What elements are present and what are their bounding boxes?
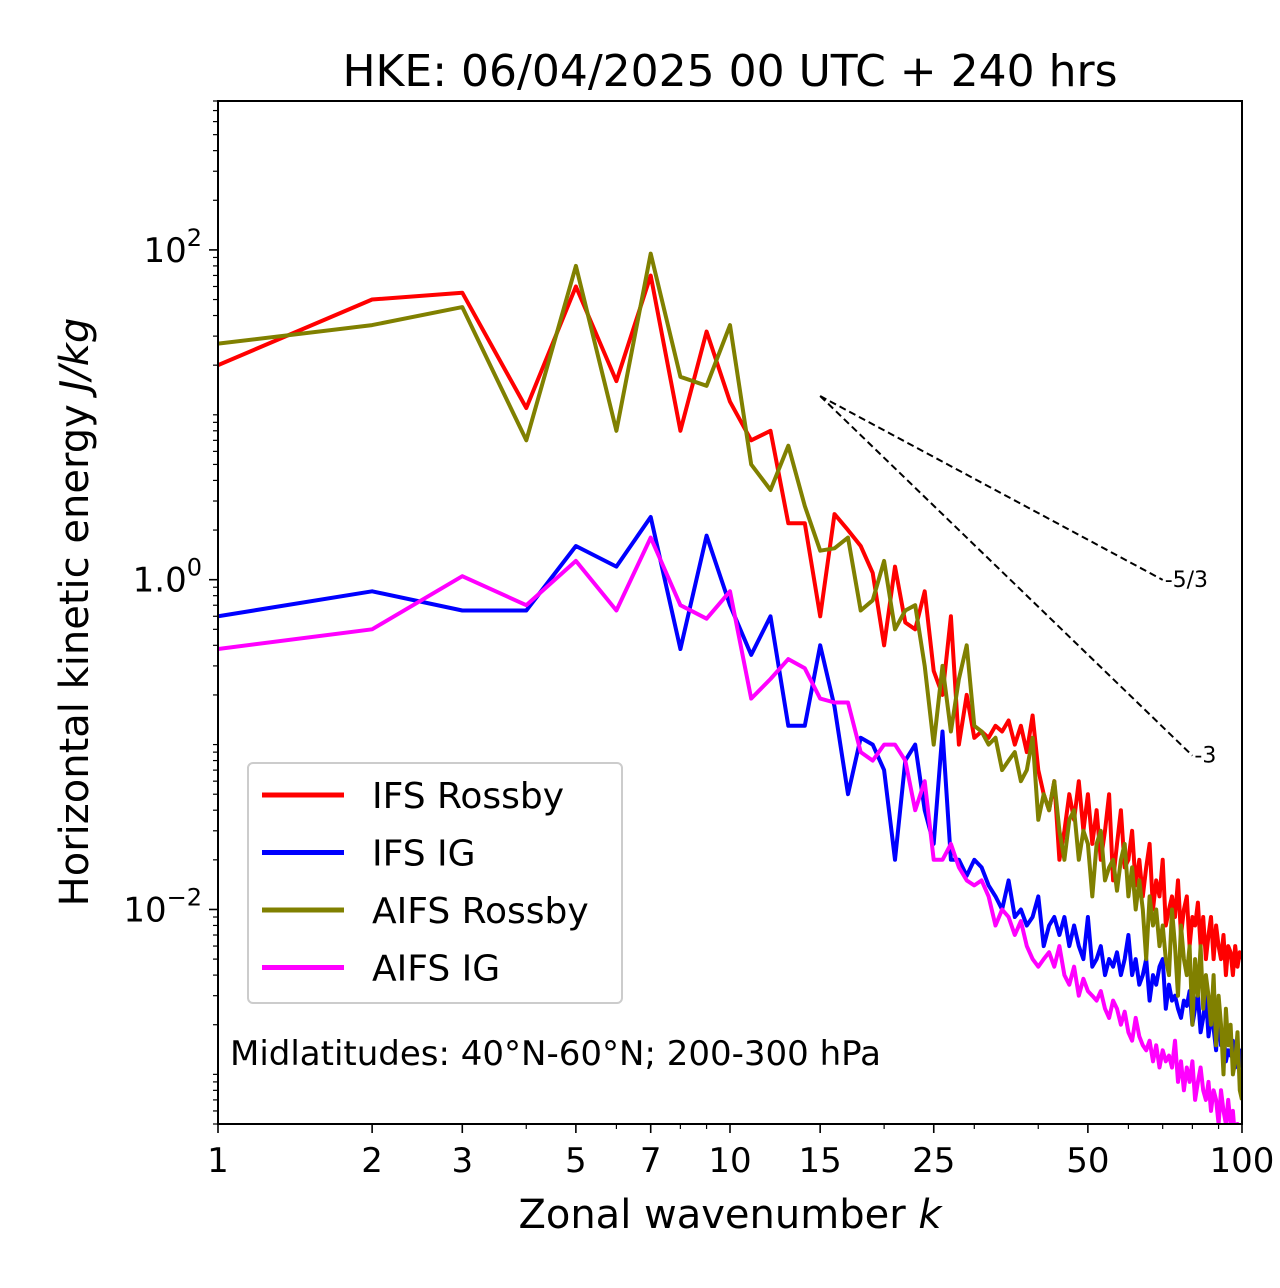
y-tick-label-2: 10−2: [123, 883, 202, 930]
series-line-0: [218, 273, 1242, 978]
x-tick-label-7: 25: [912, 1141, 955, 1181]
x-tick-label-9: 100: [1210, 1141, 1275, 1181]
legend-items: IFS Rossby IFS IG AIFS Rossby AIFS IG: [262, 776, 589, 990]
plot-frame: [217, 100, 1243, 1125]
series-line-2: [218, 251, 1242, 1101]
x-tick-label-4: 7: [640, 1141, 662, 1181]
series-line-1: [218, 515, 1242, 1070]
x-tick-label-1: 2: [361, 1141, 383, 1181]
x-tick-label-6: 15: [799, 1141, 842, 1181]
reference-line-0: [819, 395, 1164, 581]
legend-frame: [247, 762, 623, 1004]
legend: IFS Rossby IFS IG AIFS Rossby AIFS IG: [247, 762, 623, 1004]
reference-lines: -5/3 -3: [819, 395, 1216, 769]
reference-label-1: -3: [1194, 744, 1216, 769]
y-tick-label-0: 102: [143, 224, 202, 271]
legend-label-1: IFS IG: [372, 834, 476, 875]
reference-label-0: -5/3: [1165, 568, 1208, 593]
region-annotation: Midlatitudes: 40°N-60°N; 200-300 hPa: [230, 1034, 881, 1074]
y-tick-label-1: 1.00: [133, 554, 202, 601]
x-tick-label-8: 50: [1066, 1141, 1109, 1181]
series-layer: [218, 251, 1242, 1124]
axis-ticks: 1 2 3 5 7 10 15 25 50 100 102 1.00 10−2: [123, 100, 1275, 1181]
x-tick-label-0: 1: [207, 1141, 229, 1181]
legend-label-2: AIFS Rossby: [372, 891, 589, 932]
chart-title: HKE: 06/04/2025 00 UTC + 240 hrs: [342, 46, 1117, 97]
x-tick-label-5: 10: [708, 1141, 751, 1181]
legend-label-0: IFS Rossby: [372, 776, 564, 817]
x-tick-label-2: 3: [451, 1141, 473, 1181]
legend-label-3: AIFS IG: [372, 949, 500, 990]
x-tick-label-3: 5: [565, 1141, 587, 1181]
series-line-3: [218, 535, 1240, 1124]
reference-line-1: [819, 395, 1194, 757]
x-axis-label: Zonal wavenumber k: [518, 1192, 943, 1238]
y-axis-label: Horizontal kinetic energy J/kg: [52, 318, 98, 907]
